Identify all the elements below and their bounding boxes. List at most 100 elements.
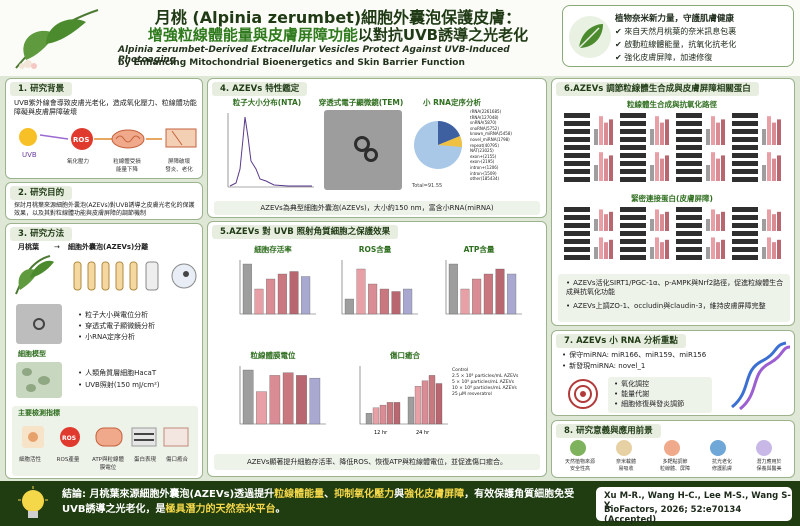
mito-damage-label: 粒線體受損 能量下降 — [113, 159, 141, 173]
bar — [762, 165, 766, 181]
bar — [762, 129, 766, 145]
blot-band — [676, 231, 702, 236]
bar — [767, 209, 771, 231]
mechanism-summary: AZEVs活化SIRT1/PGC-1α、p-AMPK與Nrf2路徑，促進粒線體生… — [558, 274, 790, 322]
bar — [650, 165, 654, 181]
bar — [777, 119, 781, 145]
bar — [660, 214, 664, 231]
background-text: UVB紫外線會導致皮膚光老化，造成氧化壓力、粒線體功能障礙與皮膚屏障破壞 — [14, 99, 197, 116]
bar — [594, 165, 598, 181]
bar — [242, 263, 252, 315]
highlight-item: ✔ 啟動粒線體能量，抗氧化抗老化 — [615, 40, 737, 49]
bar — [368, 283, 378, 315]
blot-band — [732, 231, 758, 236]
bar — [372, 407, 380, 425]
bar — [711, 152, 715, 181]
bar — [594, 129, 598, 145]
blot-band — [620, 223, 646, 228]
blot-band — [676, 239, 702, 244]
blot-band — [676, 255, 702, 260]
bar — [716, 242, 720, 259]
method-item: 粒子大小與電位分析 — [78, 311, 148, 320]
cell-item: 人類角質層細胞HacaT — [78, 369, 156, 378]
blot-band — [564, 169, 590, 174]
blot-band — [564, 215, 590, 220]
mmp-title: 粒線體膜電位 — [250, 351, 296, 360]
flow-ev-label: 細胞外囊泡(AZEVs)分離 — [68, 243, 149, 251]
indicator-icons: ROS — [22, 426, 189, 448]
blot-band — [620, 129, 646, 134]
indicator-label: ROS產量 — [56, 457, 80, 463]
blot-band — [620, 239, 646, 244]
bar — [772, 242, 776, 259]
section-title: 2. 研究目的 — [10, 186, 73, 200]
tem-image — [16, 304, 62, 344]
atp-chart — [445, 260, 522, 315]
protection-caption: AZEVs顯著提升細胞存活率、降低ROS、恢復ATP與粒線體電位，並促進傷口癒合… — [214, 454, 540, 470]
leaf-illustration — [15, 9, 99, 69]
blot-band — [620, 145, 646, 150]
citation-journal: BioFactors, 2026; 52:e70134 (Accepted) — [604, 505, 742, 525]
bar — [289, 271, 299, 315]
indicator-label: 蛋白表現 — [133, 457, 156, 463]
section-title: 5.AZEVs 對 UVB 照射角質細胞之保護效果 — [212, 225, 399, 239]
legend-entry: Control — [452, 368, 469, 373]
rna-helix-icon — [731, 341, 791, 411]
viability-title: 細胞存活率 — [254, 245, 292, 254]
bar — [421, 380, 429, 425]
blot-band — [676, 169, 702, 174]
bar — [660, 158, 664, 181]
atp-title: ATP含量 — [463, 245, 495, 254]
bar — [277, 273, 287, 315]
highlight-item: ✔ 強化皮膚屏障，加速修復 — [615, 53, 713, 62]
viability-chart — [239, 260, 316, 315]
characterization-caption: AZEVs為典型細胞外囊泡(AZEVs)，大小約150 nm，富含小RNA(mi… — [214, 201, 540, 215]
bar — [594, 219, 598, 231]
bar — [242, 369, 254, 425]
blot-band — [732, 255, 758, 260]
bar — [414, 386, 422, 425]
bar — [762, 247, 766, 259]
function-box: 氧化調控 能量代謝 細胞修復與發炎調節 — [608, 377, 712, 413]
legend-entry: tRNA(127048) — [470, 114, 499, 120]
bar — [599, 237, 603, 259]
bar — [609, 211, 613, 231]
blot-band — [564, 231, 590, 236]
western-blot-barrier — [564, 207, 781, 260]
blot-band — [620, 137, 646, 142]
target-icon — [568, 379, 598, 409]
blot-band — [620, 231, 646, 236]
bar — [660, 242, 664, 259]
bar — [386, 402, 394, 425]
blot-band — [676, 153, 702, 158]
bar — [301, 276, 311, 315]
legend-entry: known_miRNA(5458) — [470, 131, 512, 137]
blot-band — [732, 239, 758, 244]
bar — [428, 375, 436, 425]
blot-band — [620, 153, 646, 158]
blot-band — [676, 113, 702, 118]
blot-band — [564, 137, 590, 142]
title-chinese: 月桃 (Alpinia zerumbet)細胞外囊泡保護皮膚： — [154, 8, 522, 27]
conclusion-text: 結論: 月桃葉來源細胞外囊泡(AZEVs)透過提升粒線體能量、抑制氧化壓力與強化… — [62, 489, 575, 515]
section-background: 1. 研究背景 UVB紫外線會導致皮膚光老化，造成氧化壓力、粒線體功能障礙與皮膚… — [5, 78, 203, 179]
application-icons — [570, 440, 772, 456]
application-label: 奈米載體 易吸收 — [615, 459, 636, 472]
blot-band — [564, 113, 590, 118]
blot-band — [564, 207, 590, 212]
leaf-icon — [569, 16, 611, 58]
bar — [777, 211, 781, 231]
bar — [344, 298, 354, 315]
blot-band — [732, 113, 758, 118]
bar — [711, 116, 715, 145]
blot-band — [676, 129, 702, 134]
section-protection: 5.AZEVs 對 UVB 照射角質細胞之保護效果 細胞存活率 ROS含量 AT… — [207, 221, 547, 477]
blot-band — [564, 239, 590, 244]
bar — [604, 214, 608, 231]
bar — [393, 402, 401, 425]
bar — [266, 278, 276, 315]
function-item: 細胞修復與發炎調節 — [614, 400, 684, 409]
blot-band — [676, 207, 702, 212]
barrier-damage-label: 屏障破壞 發炎、老化 — [165, 159, 193, 173]
bar — [711, 209, 715, 231]
